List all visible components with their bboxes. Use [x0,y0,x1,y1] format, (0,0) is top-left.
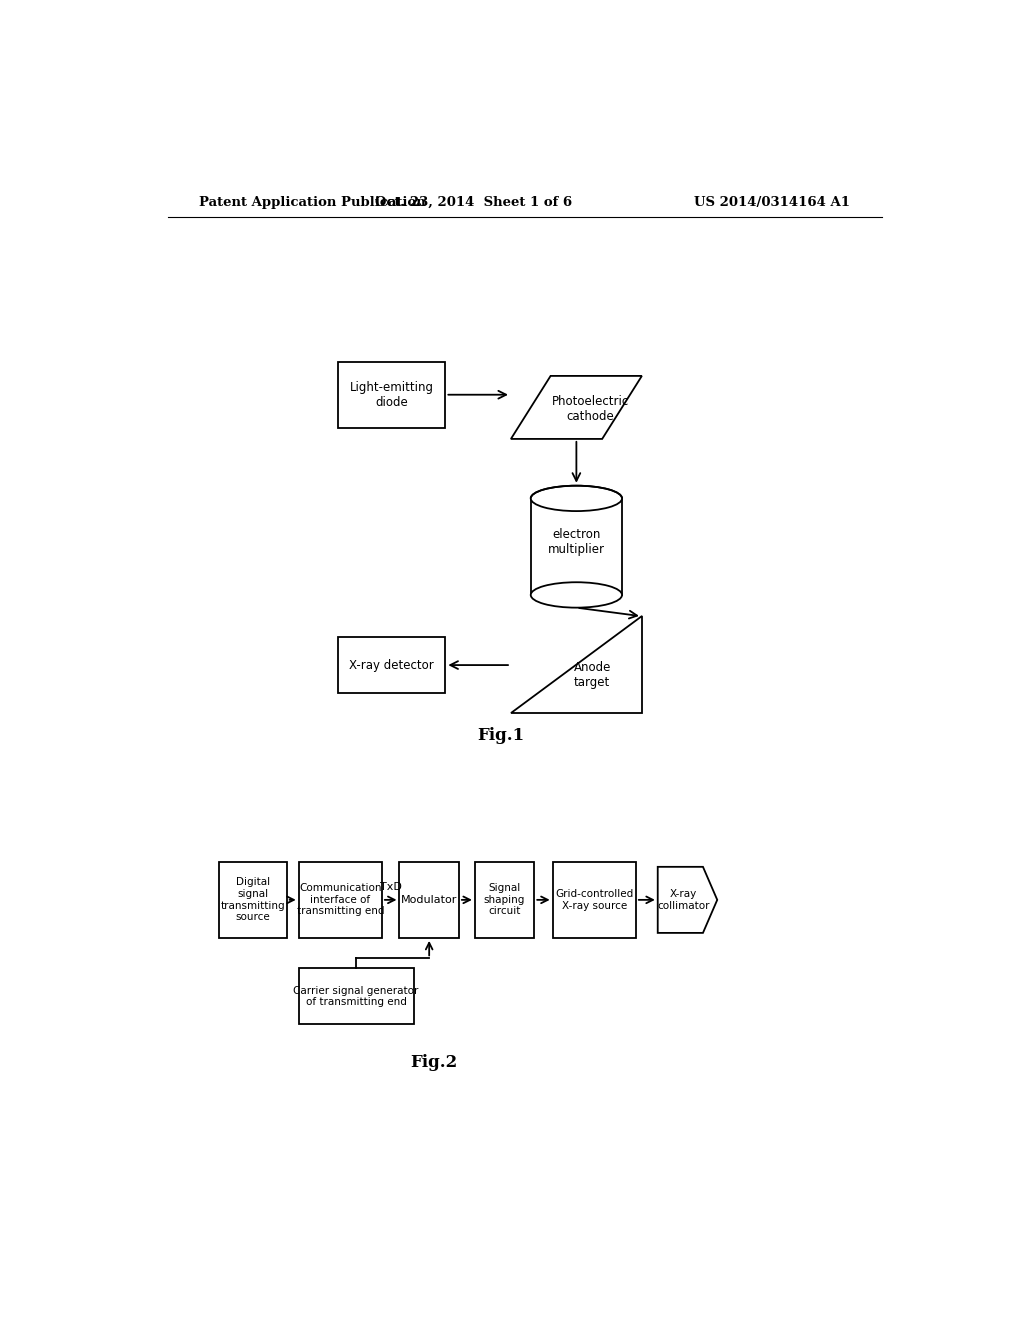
Bar [475,862,535,939]
Text: Oct. 23, 2014  Sheet 1 of 6: Oct. 23, 2014 Sheet 1 of 6 [375,195,571,209]
Text: Light-emitting
diode: Light-emitting diode [350,380,434,409]
Text: X-ray
collimator: X-ray collimator [657,890,710,911]
Ellipse shape [530,582,622,607]
Bar [338,362,445,428]
Polygon shape [657,867,717,933]
Text: Modulator: Modulator [401,895,458,906]
Text: TxD: TxD [380,882,401,892]
Text: X-ray detector: X-ray detector [349,659,434,672]
Bar [299,969,414,1024]
Text: Communication
interface of
transmitting end: Communication interface of transmitting … [297,883,384,916]
Bar [219,862,287,939]
Text: Digital
signal
transmitting
source: Digital signal transmitting source [221,878,286,923]
Bar [399,862,459,939]
Text: Signal
shaping
circuit: Signal shaping circuit [484,883,525,916]
Bar [338,638,445,693]
Polygon shape [511,376,642,440]
Polygon shape [511,616,642,713]
Bar [530,499,622,595]
Text: Fig.2: Fig.2 [410,1055,457,1072]
Text: electron
multiplier: electron multiplier [548,528,605,556]
Text: Photoelectric
cathode: Photoelectric cathode [552,396,630,424]
Text: Grid-controlled
X-ray source: Grid-controlled X-ray source [555,890,634,911]
Text: US 2014/0314164 A1: US 2014/0314164 A1 [694,195,850,209]
Bar [299,862,382,939]
Bar [553,862,636,939]
Text: Fig.1: Fig.1 [477,727,524,744]
Text: Anode
target: Anode target [573,661,611,689]
Ellipse shape [530,486,622,511]
Text: Carrier signal generator
of transmitting end: Carrier signal generator of transmitting… [294,986,419,1007]
Text: Patent Application Publication: Patent Application Publication [200,195,426,209]
